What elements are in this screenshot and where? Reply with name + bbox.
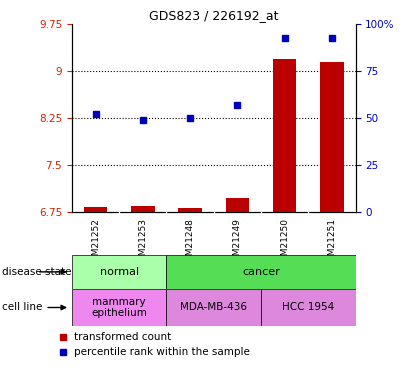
Bar [320, 62, 344, 212]
Text: mammary
epithelium: mammary epithelium [91, 297, 147, 318]
Text: HCC 1954: HCC 1954 [282, 303, 335, 312]
Text: MDA-MB-436: MDA-MB-436 [180, 303, 247, 312]
Text: cell line: cell line [2, 303, 65, 312]
Bar [72, 289, 166, 326]
Bar [131, 206, 155, 212]
Text: normal: normal [99, 267, 139, 277]
Text: disease state: disease state [2, 267, 72, 277]
Text: percentile rank within the sample: percentile rank within the sample [74, 347, 250, 357]
Text: GSM21250: GSM21250 [280, 218, 289, 267]
Bar [261, 289, 356, 326]
Bar [166, 289, 261, 326]
Text: GSM21248: GSM21248 [186, 218, 194, 267]
Text: cancer: cancer [242, 267, 280, 277]
Text: GSM21252: GSM21252 [91, 218, 100, 267]
Bar [226, 198, 249, 212]
Bar [84, 207, 107, 212]
Bar [273, 59, 296, 212]
Text: GSM21251: GSM21251 [328, 218, 336, 267]
Bar [166, 255, 356, 289]
Bar [72, 255, 166, 289]
Bar [178, 208, 202, 212]
Text: GSM21249: GSM21249 [233, 218, 242, 267]
Title: GDS823 / 226192_at: GDS823 / 226192_at [149, 9, 279, 22]
Text: GSM21253: GSM21253 [139, 218, 147, 267]
Text: transformed count: transformed count [74, 332, 172, 342]
